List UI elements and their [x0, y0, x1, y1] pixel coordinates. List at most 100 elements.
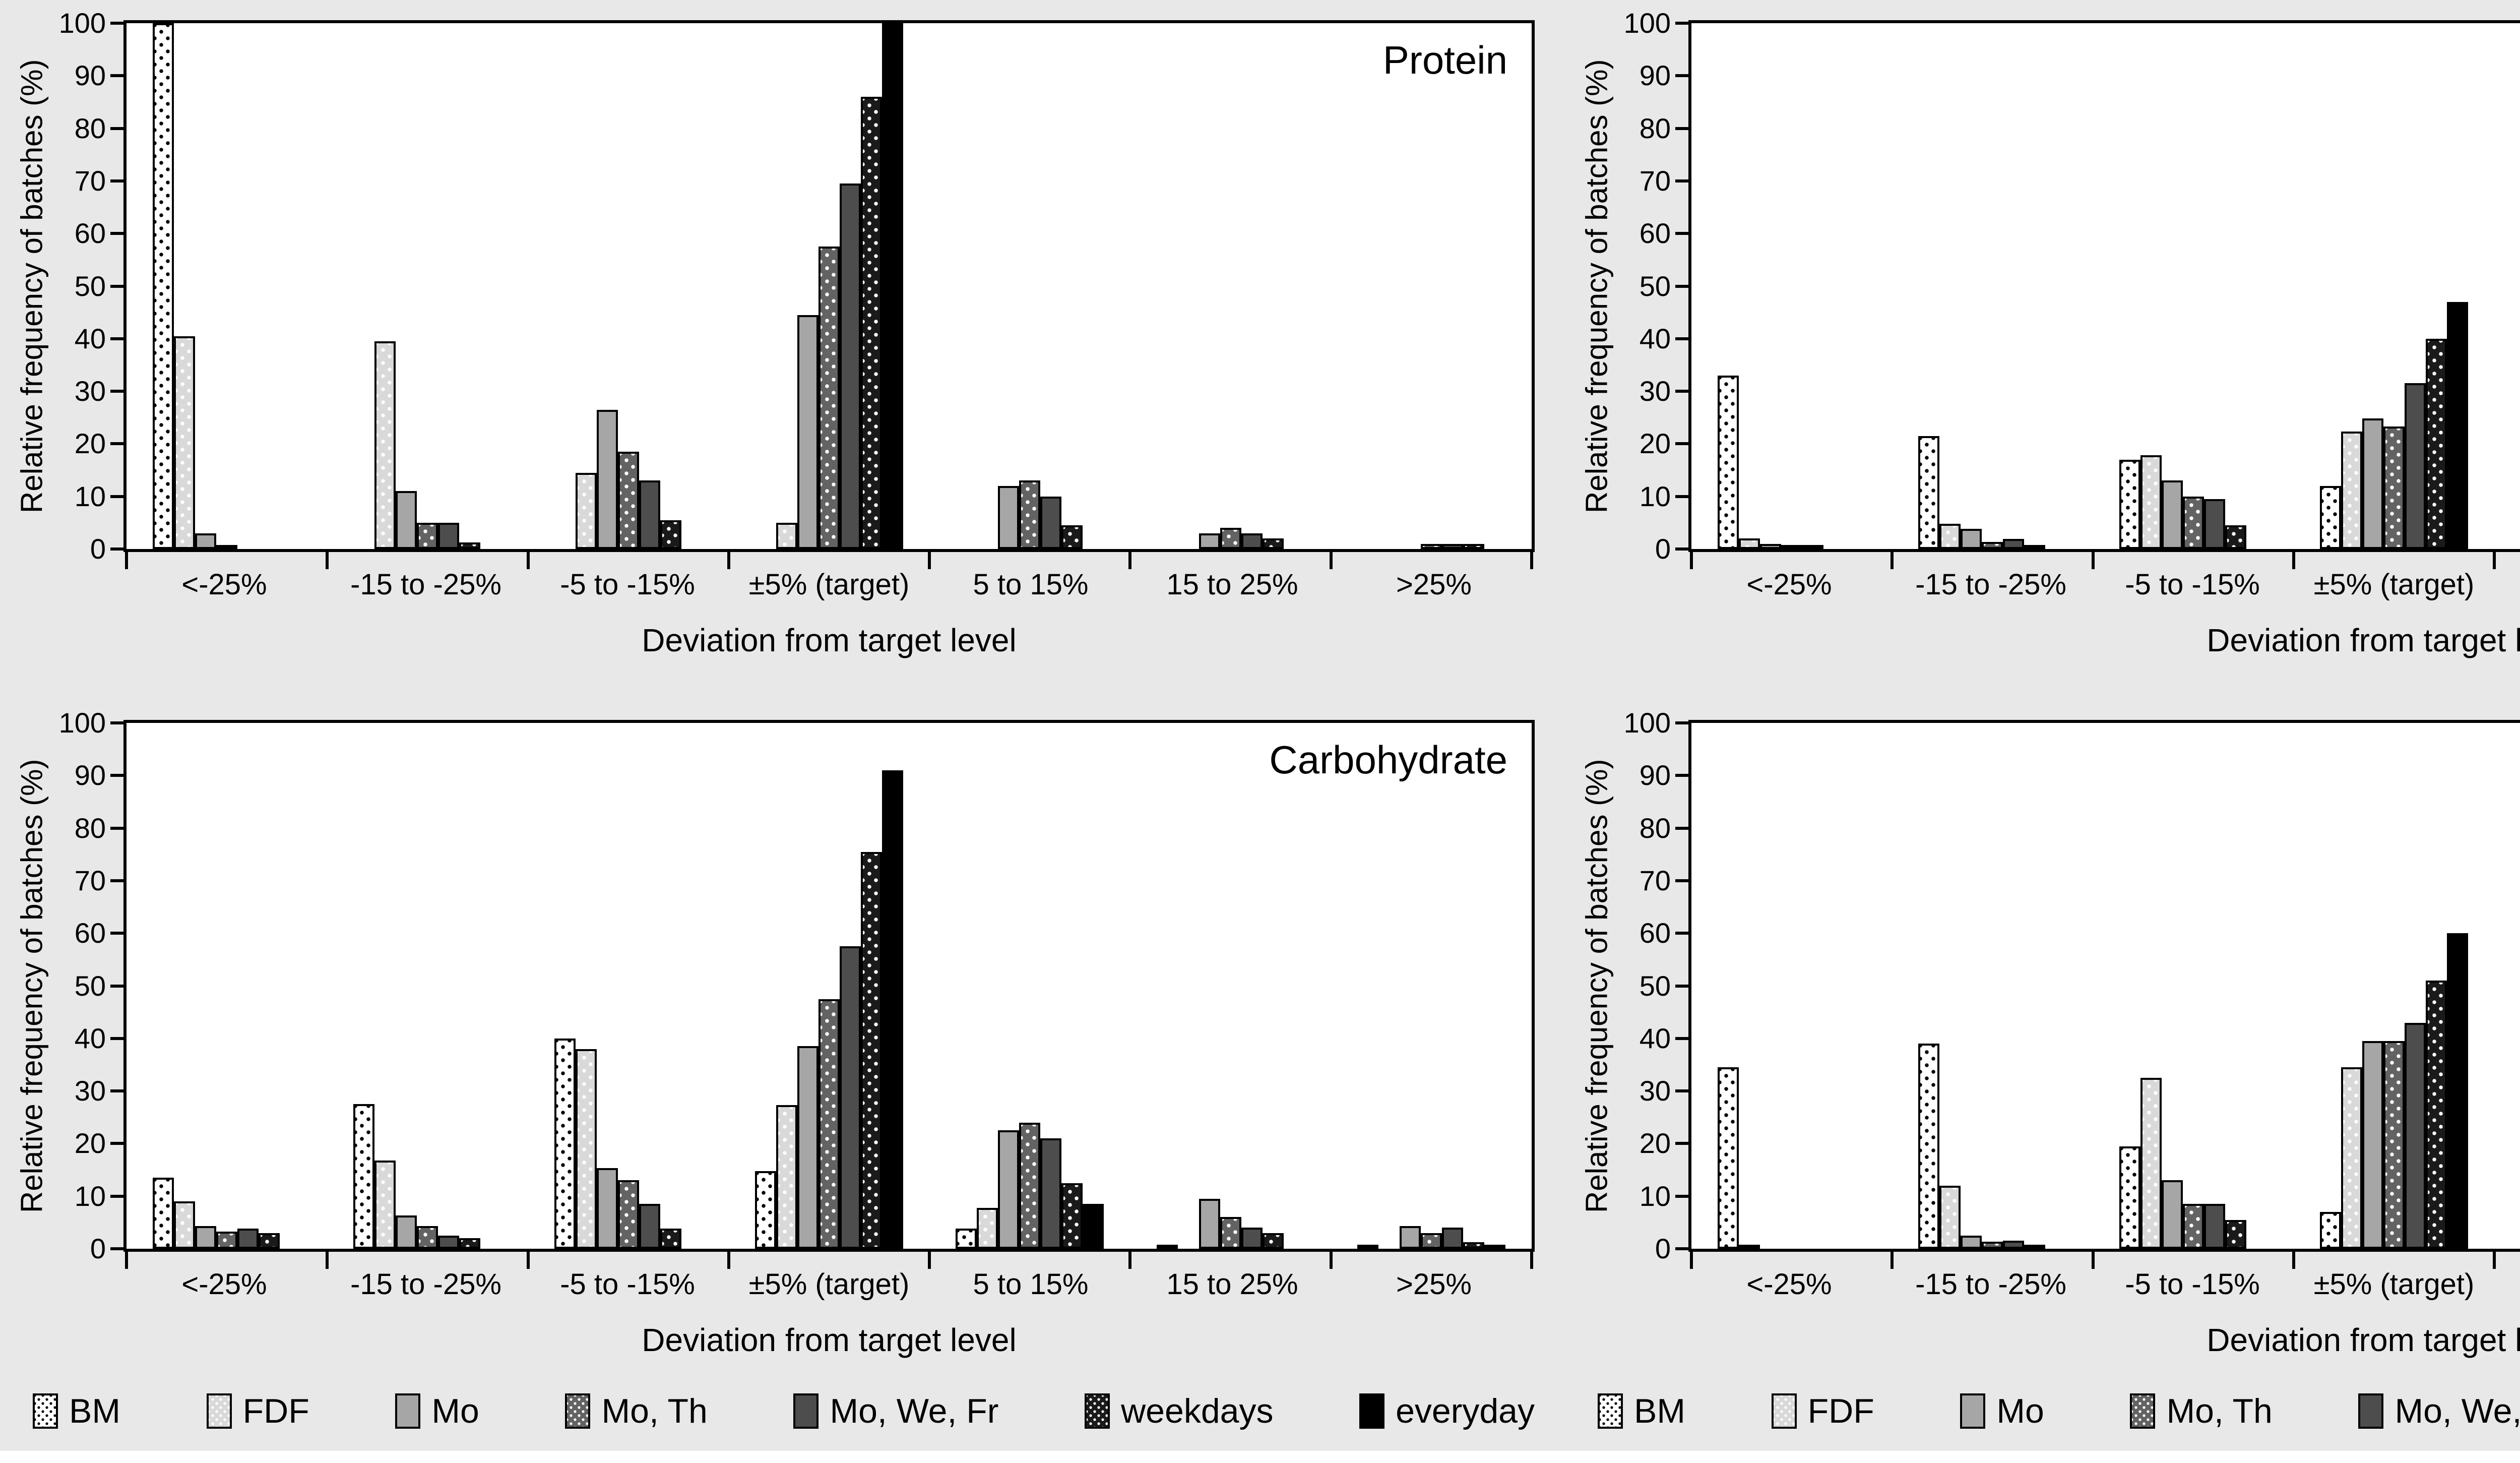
bar-bm-15-to-25: [353, 1104, 375, 1249]
bar-bm-5-to-15: [2119, 1146, 2140, 1249]
y-tick-label: 50: [1639, 270, 1671, 302]
category-label: 5 to 15%: [2495, 562, 2520, 607]
bar-fdf-15-to-25: [1939, 523, 1961, 549]
x-tick-mark: [1128, 1252, 1132, 1269]
bar-mo-th-5-target: [818, 999, 840, 1249]
y-tick-label: 0: [1655, 533, 1671, 565]
x-tick-mark: [1690, 552, 1693, 569]
legend-swatch-weekdays-icon: [1085, 1393, 1110, 1429]
x-tick-mark: [1530, 1252, 1533, 1269]
y-tick-mark: [1675, 774, 1688, 777]
y-tick-label: 60: [74, 217, 106, 250]
bar-weekdays-5-to-15: [1061, 1183, 1083, 1249]
bar-mo-we-fr-5-target: [840, 946, 861, 1249]
bar-mo-th-15-to-25: [417, 1226, 438, 1249]
x-tick-mark: [125, 552, 128, 569]
y-tick-mark: [110, 179, 123, 182]
left-column: Relative frequency of batches (%) Protein…: [10, 0, 1557, 1463]
y-tick-mark: [1675, 1142, 1688, 1145]
bar-mo-th-5-target: [818, 247, 840, 549]
bar-mo-5-target: [2362, 1041, 2383, 1249]
bar-fdf-25: [174, 336, 196, 549]
y-tick-mark: [1675, 547, 1688, 551]
x-tick-mark: [2493, 552, 2496, 569]
bar-everyday-5-to-15: [1083, 1204, 1104, 1249]
bar-mo-we-fr-25: [1441, 543, 1463, 549]
y-tick-label: 100: [58, 7, 106, 39]
bar-everyday-5-target: [882, 23, 903, 549]
legend-swatch-mo-th-icon: [2130, 1393, 2156, 1429]
y-tick-label: 80: [74, 112, 106, 144]
bar-mo-5-target: [797, 315, 818, 549]
bar-mo-we-fr-5-target: [2405, 383, 2426, 549]
bar-fdf-5-to-15: [575, 472, 597, 549]
y-tick-label: 40: [74, 322, 106, 354]
x-tick-mark: [1690, 1252, 1693, 1269]
bar-fdf-25: [1739, 538, 1760, 549]
legend-label: Mo: [1996, 1391, 2044, 1430]
y-tick-mark: [1675, 826, 1688, 830]
x-tick-mark: [928, 552, 931, 569]
y-tick-label: 100: [58, 707, 106, 739]
y-tick-mark: [1675, 1037, 1688, 1040]
bar-fdf-5-to-15: [575, 1049, 597, 1249]
y-tick-mark: [110, 1247, 123, 1250]
category-label: <-25%: [1746, 568, 1832, 601]
bar-bm-5-to-15: [2119, 459, 2140, 549]
legend-swatch-bm-icon: [1598, 1393, 1623, 1429]
legend-item-bm: BM: [33, 1391, 120, 1431]
y-tick-label: 40: [74, 1022, 106, 1054]
legend-swatch-bm-icon: [33, 1393, 58, 1429]
legend-swatch-mo-icon: [395, 1393, 421, 1429]
x-tick-mark: [1329, 552, 1333, 569]
y-tick-label: 60: [74, 917, 106, 949]
legend-swatch-fdf-icon: [206, 1393, 232, 1429]
y-tick-label: 90: [74, 59, 106, 92]
legend-swatch-everyday-icon: [1359, 1393, 1385, 1429]
category-label: ±5% (target): [748, 568, 910, 601]
bar-bm-5-target: [755, 1171, 776, 1249]
legend-swatch-fdf-icon: [1771, 1393, 1797, 1429]
y-tick-label: 50: [74, 270, 106, 302]
y-tick-label: 10: [74, 480, 106, 512]
y-tick-label: 10: [1639, 480, 1671, 512]
bar-mo-25: [195, 533, 217, 549]
y-tick-mark: [110, 826, 123, 830]
y-tick-label: 90: [1639, 759, 1671, 791]
legend-label: Mo, We, Fr: [2395, 1391, 2520, 1430]
bar-weekdays-15-to-25: [459, 542, 481, 549]
bar-weekdays-15-to-25: [2024, 1245, 2046, 1249]
y-tick-mark: [110, 932, 123, 935]
legend-label: weekdays: [1121, 1391, 1274, 1430]
legend-label: BM: [1634, 1391, 1685, 1430]
bar-weekdays-5-target: [861, 97, 882, 549]
y-tick-label: 30: [1639, 1075, 1671, 1107]
y-tick-mark: [110, 495, 123, 498]
bar-mo-25: [1760, 543, 1782, 549]
x-tick-mark: [125, 1252, 128, 1269]
category-label: ±5% (target): [2313, 1268, 2475, 1301]
y-tick-mark: [1675, 442, 1688, 446]
y-tick-mark: [110, 337, 123, 340]
y-tick-label: 90: [74, 759, 106, 791]
bar-mo-we-fr-5-to-15: [2203, 1204, 2225, 1249]
y-tick-label: 50: [74, 969, 106, 1002]
y-tick-label: 100: [1623, 707, 1671, 739]
y-tick-label: 20: [1639, 1127, 1671, 1160]
bar-bm-25: [153, 23, 174, 549]
category-label: -15 to -25%: [350, 1268, 501, 1301]
legend-swatch-mo-icon: [1960, 1393, 1986, 1429]
bar-mo-th-15-to-25: [1220, 1217, 1241, 1249]
y-tick-mark: [110, 74, 123, 78]
legend-label: Mo, Th: [2166, 1391, 2273, 1430]
bar-weekdays-5-to-15: [660, 1229, 681, 1249]
plot-area: Protein: [110, 20, 1535, 569]
y-tick-label: 10: [1639, 1180, 1671, 1212]
bar-mo-we-fr-5-to-15: [1040, 1138, 1062, 1249]
y-tick-mark: [1675, 1089, 1688, 1093]
bar-fdf-15-to-25: [374, 341, 396, 549]
y-tick-mark: [110, 390, 123, 393]
category-label: -5 to -15%: [560, 568, 695, 601]
bar-bm-15-to-25: [1156, 1245, 1178, 1249]
y-tick-label: 70: [1639, 864, 1671, 896]
